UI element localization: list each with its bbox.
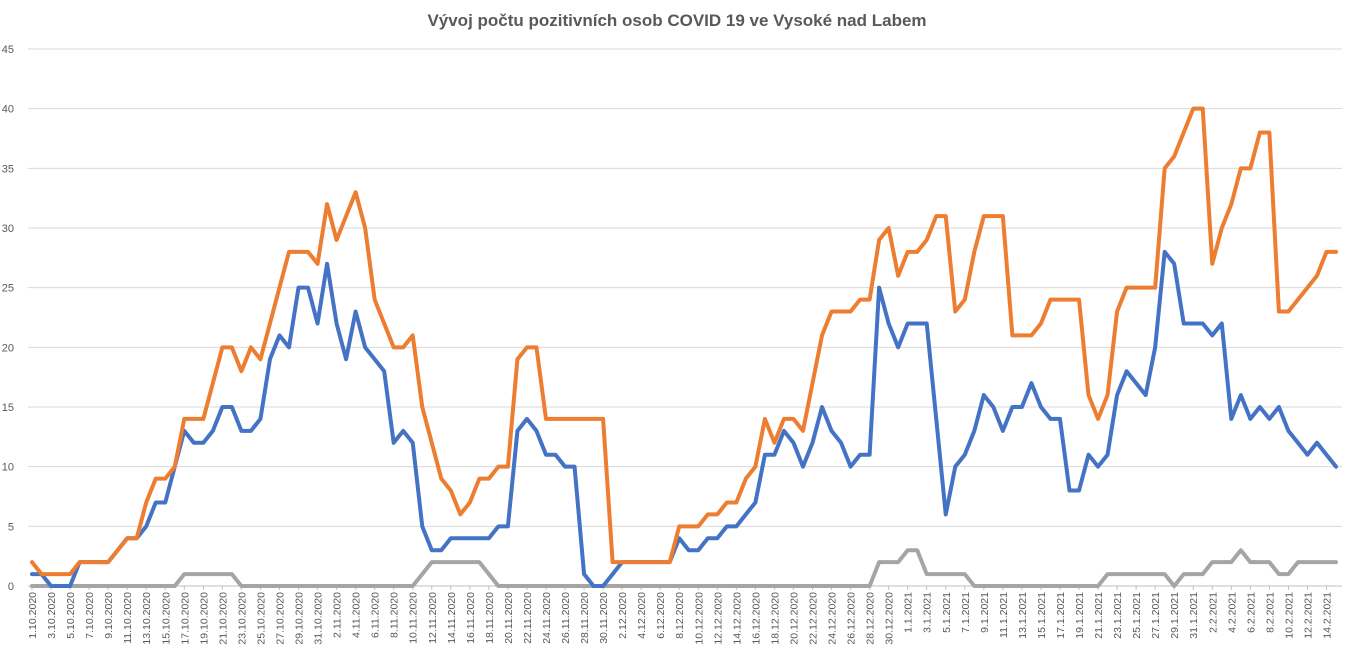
x-tick-label: 14.12.2020 xyxy=(731,592,743,645)
x-tick-label: 2.2.2021 xyxy=(1207,592,1219,633)
x-tick-label: 22.11.2020 xyxy=(522,592,534,644)
x-tick-label: 20.11.2020 xyxy=(503,592,515,644)
x-tick-label: 5.1.2021 xyxy=(941,592,953,633)
x-tick-label: 11.10.2020 xyxy=(122,592,134,644)
x-tick-label: 29.10.2020 xyxy=(294,592,306,645)
x-tick-label: 16.12.2020 xyxy=(750,592,762,645)
x-tick-label: 8.12.2020 xyxy=(674,592,686,639)
x-tick-label: 6.11.2020 xyxy=(370,592,382,638)
x-tick-label: 23.10.2020 xyxy=(236,592,248,645)
x-tick-label: 15.1.2021 xyxy=(1036,592,1048,639)
y-tick-label: 30 xyxy=(2,223,14,235)
x-tick-label: 4.11.2020 xyxy=(351,592,363,638)
x-tick-label: 7.1.2021 xyxy=(960,592,972,633)
y-tick-label: 20 xyxy=(2,342,14,354)
x-tick-label: 24.11.2020 xyxy=(541,592,553,644)
x-tick-label: 8.2.2021 xyxy=(1264,592,1276,633)
x-tick-label: 19.1.2021 xyxy=(1074,592,1086,639)
y-tick-label: 35 xyxy=(2,163,14,175)
x-tick-label: 27.1.2021 xyxy=(1150,592,1162,639)
x-tick-label: 1.10.2020 xyxy=(27,592,39,639)
x-tick-label: 14.2.2021 xyxy=(1321,592,1333,639)
y-tick-label: 5 xyxy=(8,521,14,533)
x-tick-label: 21.1.2021 xyxy=(1093,592,1105,639)
x-tick-label: 30.12.2020 xyxy=(884,592,896,645)
x-tick-label: 18.11.2020 xyxy=(484,592,496,644)
x-tick-label: 9.10.2020 xyxy=(103,592,115,639)
x-tick-label: 26.12.2020 xyxy=(846,592,858,645)
series-line-2 xyxy=(30,106,1338,577)
x-tick-label: 9.1.2021 xyxy=(979,592,991,633)
x-tick-label: 22.12.2020 xyxy=(807,592,819,645)
x-tick-label: 25.10.2020 xyxy=(255,592,267,645)
y-tick-label: 0 xyxy=(8,581,14,593)
x-tick-label: 2.11.2020 xyxy=(332,592,344,638)
x-tick-label: 16.11.2020 xyxy=(465,592,477,644)
x-tick-label: 12.12.2020 xyxy=(712,592,724,645)
x-axis-tick-labels: 1.10.2020 3.10.2020 5.10.2020 7.10.2020 9.10… xyxy=(27,586,1333,645)
x-tick-label: 4.12.2020 xyxy=(636,592,648,639)
x-tick-label: 15.10.2020 xyxy=(160,592,172,645)
x-tick-label: 6.12.2020 xyxy=(655,592,667,639)
x-tick-label: 25.1.2021 xyxy=(1131,592,1143,639)
x-tick-label: 11.1.2021 xyxy=(998,592,1010,638)
x-tick-label: 14.11.2020 xyxy=(446,592,458,644)
x-tick-label: 30.11.2020 xyxy=(598,592,610,644)
x-tick-label: 31.1.2021 xyxy=(1188,592,1200,639)
y-tick-label: 25 xyxy=(2,283,14,295)
chart-title: Vývoj počtu pozitivních osob COVID 19 ve… xyxy=(427,11,926,30)
gridlines xyxy=(28,48,1342,527)
x-tick-label: 21.10.2020 xyxy=(217,592,229,645)
series-line-3 xyxy=(30,548,1338,588)
y-tick-label: 10 xyxy=(2,462,14,474)
x-tick-label: 19.10.2020 xyxy=(198,592,210,645)
x-tick-label: 10.11.2020 xyxy=(408,592,420,644)
x-tick-label: 3.1.2021 xyxy=(922,592,934,633)
x-tick-label: 31.10.2020 xyxy=(313,592,325,645)
x-tick-label: 13.10.2020 xyxy=(141,592,153,645)
x-tick-label: 10.2.2021 xyxy=(1283,592,1295,639)
y-axis-tick-labels: 0 5 10 15 20 25 30 35 40 45 xyxy=(2,44,14,593)
x-tick-label: 7.10.2020 xyxy=(84,592,96,639)
x-tick-label: 23.1.2021 xyxy=(1112,592,1124,639)
x-tick-label: 3.10.2020 xyxy=(46,592,58,639)
x-tick-label: 4.2.2021 xyxy=(1226,592,1238,633)
x-tick-label: 17.10.2020 xyxy=(179,592,191,645)
x-tick-label: 13.1.2021 xyxy=(1017,592,1029,639)
x-tick-label: 12.11.2020 xyxy=(427,592,439,644)
x-tick-label: 20.12.2020 xyxy=(788,592,800,645)
x-tick-label: 8.11.2020 xyxy=(389,592,401,638)
y-tick-label: 40 xyxy=(2,104,14,116)
y-tick-label: 15 xyxy=(2,402,14,414)
x-tick-label: 28.12.2020 xyxy=(865,592,877,645)
series-line-1 xyxy=(30,249,1338,588)
y-tick-label: 45 xyxy=(2,44,14,56)
x-tick-label: 5.10.2020 xyxy=(65,592,77,639)
x-tick-label: 29.1.2021 xyxy=(1169,592,1181,639)
x-tick-label: 10.12.2020 xyxy=(693,592,705,645)
x-tick-label: 17.1.2021 xyxy=(1055,592,1067,639)
x-tick-label: 12.2.2021 xyxy=(1302,592,1314,639)
x-tick-label: 26.11.2020 xyxy=(560,592,572,644)
x-tick-label: 18.12.2020 xyxy=(769,592,781,645)
x-tick-label: 1.1.2021 xyxy=(903,592,915,633)
series-lines xyxy=(30,106,1338,588)
x-tick-label: 27.10.2020 xyxy=(274,592,286,645)
x-tick-label: 6.2.2021 xyxy=(1245,592,1257,633)
x-tick-label: 24.12.2020 xyxy=(827,592,839,645)
x-tick-label: 28.11.2020 xyxy=(579,592,591,644)
x-tick-label: 2.12.2020 xyxy=(617,592,629,639)
